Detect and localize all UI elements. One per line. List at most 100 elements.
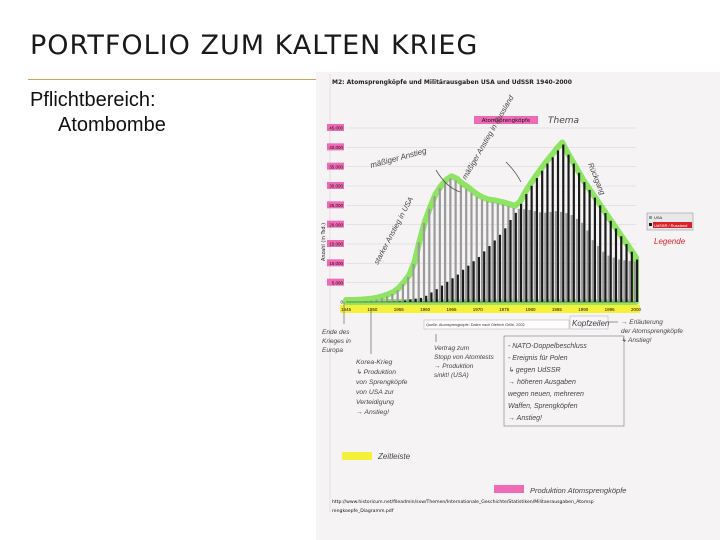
chart-bars [343,144,639,302]
bar-usa [422,222,426,302]
bar-udssr [488,246,491,302]
body-line-pflichtbereich: Pflichtbereich: [30,89,156,111]
bar-usa [465,188,468,302]
note-line: der Atomsprengköpfe [621,328,683,335]
y-tick-highlight [327,240,344,247]
y-tick-label: 0 [340,300,343,305]
note-line: → Anstieg! [356,409,389,416]
url-line-1: http://www.historicum.net/fileadmin/sxw/… [332,499,594,505]
y-tick-labels: 0 5.000 10.000 15.000 20.000 25.000 30.000 35.0… [329,126,343,305]
y-tick-highlight [327,182,344,189]
bar-usa [496,203,499,302]
x-tick-label: 1980 [526,307,537,312]
bar-usa [517,208,520,302]
y-tick-highlight [327,259,344,267]
bar-usa [560,211,563,302]
y-tick-label: 20.000 [329,222,343,227]
note-legende: Legende [654,237,686,246]
y-tick-label: 10.000 [329,261,343,266]
worksheet-canvas: M2: Atomsprengköpfe und Militärausgaben … [316,72,720,540]
note-line: Ende des [322,329,350,336]
note-line: → Erläuterung [621,319,663,326]
legend-udssr-highlight [653,222,692,228]
bar-usa [480,199,484,302]
note-line: → höheren Ausgaben [508,379,576,386]
y-tick-label: 35.000 [329,164,343,169]
note-thema: Thema [548,116,579,126]
bar-usa [417,242,420,302]
bar-udssr [398,301,401,302]
bar-udssr [493,240,496,302]
y-tick-label: 30.000 [329,184,343,189]
bar-udssr [430,292,433,302]
y-tick-label: 40.000 [329,145,343,150]
note-line: Verteidigung [356,399,394,406]
bar-udssr [414,298,417,302]
note-line: Stopp von Atomtests [434,354,494,361]
bar-udssr [625,244,628,302]
bar-usa [596,245,600,302]
kopfzeilen-box [569,315,609,330]
note-line: Vertrag zum [434,345,470,352]
bar-usa [486,201,489,302]
bar-udssr [583,182,586,302]
bar-usa [554,211,557,302]
y-tick-label: 5.000 [332,280,344,285]
bar-usa [533,211,536,302]
bar-udssr [578,172,581,302]
x-tick-label: 1945 [341,307,352,312]
x-tick-label: 1970 [473,307,484,312]
note-nato: - NATO-Doppelbeschluss - Ereignis für Pol… [508,343,587,422]
legend-udssr: UdSSR / Russland [654,223,687,228]
url-line-2: rengkoepfe_Diagramm.pdf [332,508,394,514]
bar-usa [396,290,399,302]
y-tick-highlight [327,143,344,151]
note-line: sinkt! (USA) [434,372,469,379]
legend-highlight [474,116,538,124]
bar-udssr [620,236,623,302]
note-kopfzeilen: Kopfzeilen [572,319,610,328]
bar-usa [454,180,457,302]
bar-udssr [593,197,596,302]
bar-usa [502,204,505,302]
bar-udssr [509,220,512,302]
worksheet-heading: M2: Atomsprengköpfe und Militärausgaben … [332,79,572,86]
y-tick-highlight [327,220,344,228]
x-tick-label: 1975 [499,307,510,312]
x-tick-highlights [340,305,640,313]
note-line: ↳ Produktion [356,369,396,376]
bar-udssr [604,213,607,302]
x-tick-label: 1950 [367,307,378,312]
bar-usa [433,196,436,302]
note-line: Korea-Krieg [356,359,392,366]
chart-title: Atomsprengköpfe [482,118,531,124]
y-tick-highlights [327,124,344,286]
source-box [423,319,570,330]
x-tick-label: 1985 [552,307,563,312]
bar-udssr [551,157,554,302]
bar-udssr [451,278,454,302]
bar-udssr [546,163,549,302]
bar-usa [380,298,383,302]
bar-usa [412,264,415,302]
legend-usa: USA [654,215,663,220]
bar-usa [581,222,584,302]
bar-usa [475,196,478,302]
bar-usa [544,212,547,302]
bar-udssr [404,300,407,302]
bar-usa [470,192,473,302]
note-line: - Ereignis für Polen [508,355,568,362]
legend-swatch-usa [649,216,652,219]
bar-usa [407,277,410,302]
bar-udssr [520,203,523,302]
note-line: - NATO-Doppelbeschluss [508,343,587,350]
slide-body: Pflichtbereich: Atombombe [30,88,166,138]
note-line: wegen neuen, mehreren [508,391,584,398]
bar-udssr [567,154,570,302]
note-zeitleiste: Zeitleiste [377,452,411,461]
bar-usa [591,240,594,302]
y-tick-highlight [327,124,344,131]
bar-udssr [419,297,422,302]
bar-udssr [446,281,449,302]
bar-udssr [504,228,507,302]
